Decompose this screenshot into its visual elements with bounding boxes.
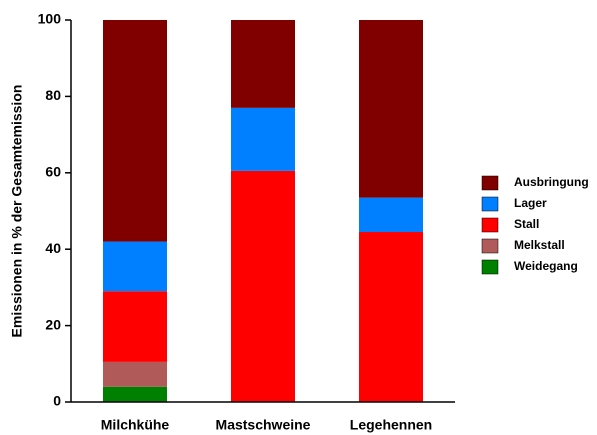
bar-segment (359, 232, 423, 402)
bar-segment (231, 107, 295, 171)
bar-segment (103, 361, 167, 387)
legend-label: Ausbringung (514, 175, 589, 189)
bar-segment (103, 291, 167, 362)
y-tick-label: 20 (45, 316, 61, 332)
legend-swatch (481, 259, 499, 275)
y-tick-label: 40 (45, 240, 61, 256)
legend-label: Weidegang (514, 259, 578, 273)
legend-swatch (481, 196, 499, 212)
y-axis-label: Emissionen in % der Gesamtemission (9, 85, 25, 338)
y-tick-label: 60 (45, 164, 61, 180)
legend-swatch (481, 175, 499, 191)
bar-segment (359, 197, 423, 233)
y-tick-label: 80 (45, 87, 61, 103)
bar-segment (359, 20, 423, 198)
bar-segment (103, 386, 167, 402)
legend-label: Lager (514, 196, 547, 210)
bar-segment (103, 20, 167, 242)
legend-swatch (481, 217, 499, 233)
bar-segment (231, 20, 295, 108)
y-tick-label: 0 (53, 393, 61, 409)
bar-segment (231, 170, 295, 402)
x-tick-label: Mastschweine (216, 417, 311, 433)
x-tick-label: Milchkühe (101, 417, 170, 433)
y-tick-label: 100 (38, 11, 62, 27)
legend-swatch (481, 238, 499, 254)
bar-segment (103, 241, 167, 292)
legend-label: Stall (514, 217, 539, 231)
x-tick-label: Legehennen (350, 417, 432, 433)
legend-label: Melkstall (514, 238, 565, 252)
